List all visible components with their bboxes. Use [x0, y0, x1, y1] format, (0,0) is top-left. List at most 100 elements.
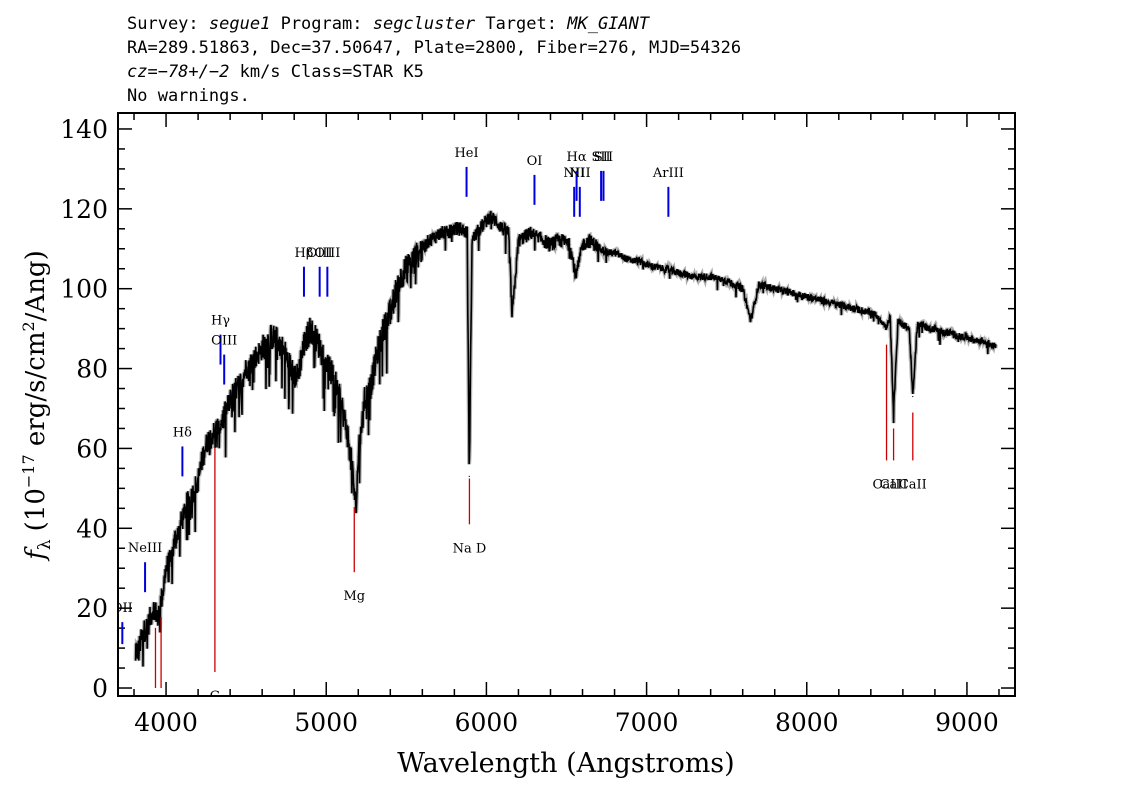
- spectrum-point: [191, 495, 193, 497]
- x-tick-label: 9000: [935, 708, 999, 737]
- spectrum-point: [966, 336, 968, 338]
- target-label: Target:: [485, 14, 557, 34]
- emission-label: OI: [527, 154, 543, 169]
- spectrum-series: [133, 209, 998, 667]
- spectrum-point: [508, 232, 510, 234]
- spectrum-point: [927, 328, 930, 330]
- spectrum-point: [889, 316, 891, 318]
- emission-label: NII: [563, 166, 585, 181]
- emission-label: SII: [594, 150, 613, 165]
- spectrum-point: [958, 336, 960, 338]
- spectrum-point: [165, 567, 167, 569]
- emission-label: NII: [569, 166, 591, 181]
- spectrum-point: [530, 232, 532, 234]
- header-line-3: cz=−78+/−2 km/s Class=STAR K5: [127, 62, 424, 82]
- y-tick-label: 40: [76, 514, 108, 543]
- y-axis-label: fλ(10−17 erg/s/cm2/Ang): [19, 250, 55, 561]
- spectrum-point: [402, 272, 404, 274]
- absorption-label: G: [210, 689, 220, 704]
- spectrum-point: [348, 439, 350, 442]
- spectrum-point: [309, 328, 311, 330]
- spectrum-point: [389, 312, 391, 314]
- spectrum-point: [186, 503, 188, 505]
- spectrum-point: [170, 559, 172, 561]
- emission-label: HeI: [454, 146, 478, 161]
- absorption-label: CaII: [873, 477, 901, 492]
- spectrum-point: [157, 615, 159, 617]
- spectrum-point: [790, 292, 792, 294]
- spectrum-point: [271, 336, 273, 338]
- spectrum-point: [581, 244, 584, 246]
- y-tick-label: 80: [76, 355, 108, 384]
- spectrum-point: [303, 344, 305, 346]
- spectrum-point: [370, 383, 372, 386]
- survey-label: Survey:: [127, 14, 199, 34]
- header-line-2: RA=289.51863, Dec=37.50647, Plate=2800, …: [127, 38, 742, 58]
- spectrum-point: [921, 324, 923, 326]
- spectrum-point: [950, 332, 952, 334]
- spectrum-point: [421, 248, 423, 250]
- spectrum-point: [202, 455, 204, 458]
- survey-value: segue1: [208, 14, 271, 34]
- y-label-mid: erg/s/cm: [21, 332, 51, 455]
- spectrum-point: [138, 647, 140, 649]
- spectrum-point: [621, 256, 624, 258]
- spectrum-point: [897, 320, 899, 322]
- spectrum-point: [207, 439, 209, 442]
- absorption-label: CaII: [899, 477, 927, 492]
- emission-label: Hβ: [295, 246, 314, 261]
- spectrum-point: [710, 276, 712, 278]
- spectrum-point: [607, 252, 609, 254]
- spectrum-point: [594, 244, 596, 246]
- emission-label: ArIII: [652, 166, 684, 181]
- program-label: Program:: [280, 14, 363, 34]
- spectrum-point: [556, 240, 558, 242]
- y-label-close: /Ang): [21, 250, 51, 321]
- spectrum-point: [517, 240, 520, 242]
- x-tick-label: 6000: [455, 708, 519, 737]
- spectrum-point: [277, 340, 279, 342]
- spectrum-point: [543, 240, 545, 242]
- spectrum-point: [912, 395, 914, 398]
- plot-area: OIINeIIIHδHγOIIIHβOIIIOIIIHeIOINIIHαNIIS…: [118, 146, 998, 704]
- spectrum-point: [453, 228, 455, 230]
- spectrum-point: [476, 232, 478, 234]
- spectrum-point: [181, 519, 183, 521]
- spectrum-point: [629, 260, 632, 262]
- spectrum-point: [916, 324, 918, 326]
- spectrum-point: [489, 216, 491, 218]
- spectrum-point: [750, 320, 752, 322]
- spectrum-point: [335, 383, 337, 386]
- emission-label: OIII: [307, 246, 333, 261]
- spectrum-point: [355, 511, 357, 513]
- header-line-1: Survey: segue1 Program: segcluster Targe…: [127, 14, 649, 34]
- spectrum-point: [562, 240, 564, 242]
- absorption-label: Na D: [453, 541, 487, 556]
- spectrum-point: [885, 328, 888, 330]
- x-tick-label: 8000: [775, 708, 839, 737]
- spectrum-point: [415, 256, 417, 258]
- spectrum-point: [245, 367, 247, 370]
- spectrum-point: [364, 399, 366, 402]
- spectrum-point: [219, 423, 222, 426]
- spectrum-point: [296, 375, 298, 378]
- spectrum-point: [383, 328, 385, 330]
- spectrum-point: [613, 252, 616, 254]
- x-axis-label: Wavelength (Angstroms): [397, 748, 734, 779]
- spectrum-point: [460, 228, 462, 230]
- spectrum-point: [328, 367, 331, 370]
- spectrum-point: [482, 224, 484, 226]
- emission-label: OIII: [314, 246, 340, 261]
- spectrum-point: [376, 351, 379, 354]
- spectrum-point: [143, 631, 145, 633]
- spectrum-point: [197, 479, 199, 481]
- spectrum-point: [264, 344, 266, 346]
- spectrum-point: [175, 535, 177, 537]
- y-tick-label: 0: [92, 674, 108, 703]
- spectrum-point: [501, 228, 504, 230]
- spectrum-point: [774, 288, 776, 290]
- spectrum-point: [290, 367, 292, 370]
- spectrum-point: [942, 332, 944, 334]
- spectrum-point: [549, 244, 552, 246]
